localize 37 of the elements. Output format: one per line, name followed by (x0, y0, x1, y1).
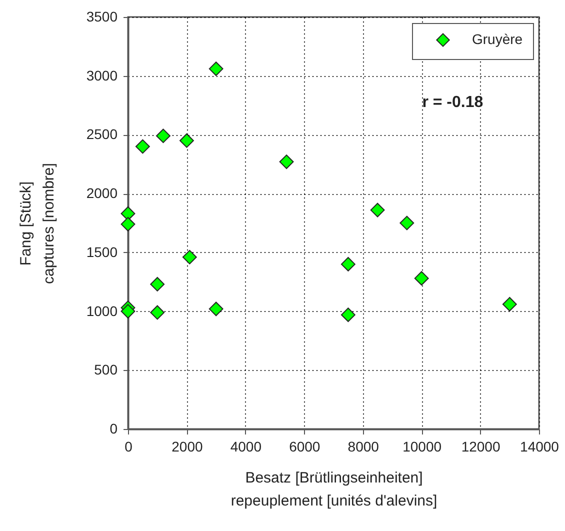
y-axis-title: Fang [Stück] captures [nombre] (17, 163, 58, 284)
x-tick-label: 2000 (172, 438, 203, 454)
y-tick-label: 2500 (86, 126, 118, 142)
x-tick-label: 14000 (520, 438, 560, 454)
annotation: r = -0.18 (422, 94, 484, 111)
point (120, 216, 136, 232)
point (120, 304, 136, 318)
point (208, 302, 224, 316)
x-axis-title: Besatz [Brütlingseinheiten] repeuplement [unités d'alevins] (230, 470, 438, 510)
point (400, 216, 414, 230)
point (370, 202, 385, 218)
x-tick-label: 4000 (230, 438, 262, 454)
y-tick-label: 1000 (86, 302, 118, 319)
point (180, 133, 194, 148)
point (135, 139, 150, 154)
y-tick-label: 1500 (86, 244, 118, 260)
point (208, 62, 224, 76)
y-tick-label: 500 (94, 362, 118, 378)
x-tick-label: 12000 (461, 438, 500, 454)
y-tick-label: 2000 (86, 185, 118, 202)
x-tick-label: 10000 (402, 438, 442, 454)
x-tick-label: 6000 (289, 438, 320, 454)
x-tick-label: 0 (124, 438, 133, 454)
y-tick-label: 3000 (86, 67, 118, 84)
point (156, 128, 170, 144)
x-tick-label: 8000 (348, 438, 380, 454)
point (502, 297, 517, 312)
legend-label: Gruyère (472, 31, 523, 47)
y-tick-label: 0 (110, 420, 118, 436)
point (279, 154, 294, 169)
point (340, 256, 356, 272)
point (182, 250, 197, 264)
y-tick-label: 3500 (86, 8, 118, 24)
point (340, 308, 356, 322)
point (150, 277, 165, 292)
point (150, 305, 165, 320)
point (414, 271, 429, 286)
